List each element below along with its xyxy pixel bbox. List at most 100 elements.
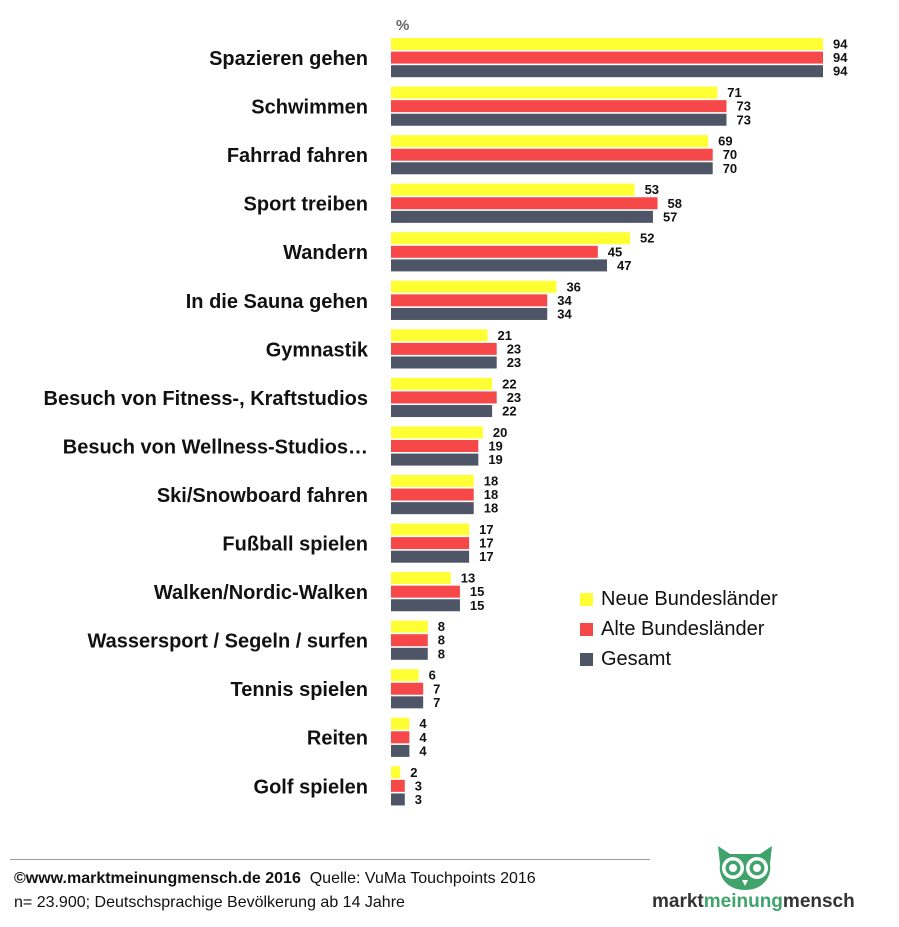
data-label-neue: 18 [484, 473, 498, 488]
category-label: Wassersport / Segeln / surfen [88, 631, 368, 653]
legend-label-neue: Neue Bundesländer [601, 587, 778, 610]
bar-gesamt [391, 793, 405, 806]
data-label-alte: 94 [833, 50, 848, 65]
category-label: Golf spielen [254, 776, 368, 798]
data-label-alte: 70 [723, 147, 737, 162]
data-label-alte: 18 [484, 487, 498, 502]
bar-alte [391, 51, 823, 64]
logo-wordmark: marktmeinungmensch [652, 891, 862, 913]
category-label: In die Sauna gehen [186, 291, 368, 313]
category-label: Wandern [283, 242, 368, 264]
bar-neue [391, 38, 823, 50]
bar-gesamt [391, 405, 493, 418]
bar-gesamt [391, 65, 823, 78]
legend-item-gesamt: Gesamt [580, 644, 778, 674]
logo-word-meinung: meinung [703, 891, 783, 912]
data-label-neue: 2 [410, 765, 417, 780]
legend-label-alte: Alte Bundesländer [601, 617, 765, 640]
bar-alte [391, 537, 470, 550]
bar-neue [391, 377, 493, 390]
bar-neue [391, 474, 474, 487]
data-label-neue: 53 [645, 182, 659, 197]
bar-neue [391, 523, 470, 536]
bar-neue [391, 766, 401, 779]
owl-icon [718, 846, 772, 890]
footer-copyright: ©www.marktmeinungmensch.de 2016 [14, 870, 301, 887]
bar-alte [391, 245, 598, 258]
bar-alte [391, 148, 713, 161]
data-label-gesamt: 23 [507, 355, 521, 370]
legend: Neue Bundesländer Alte Bundesländer Gesa… [580, 584, 778, 674]
data-label-neue: 4 [419, 716, 427, 731]
data-label-neue: 8 [438, 619, 445, 634]
data-label-gesamt: 17 [479, 549, 493, 564]
bar-alte [391, 488, 474, 501]
footer: ©www.marktmeinungmensch.de 2016 Quelle: … [14, 867, 536, 915]
bar-gesamt [391, 599, 460, 612]
category-label: Besuch von Fitness-, Kraftstudios [44, 388, 369, 410]
bar-neue [391, 329, 488, 342]
data-label-gesamt: 22 [502, 404, 516, 419]
bar-gesamt [391, 356, 497, 369]
bar-gesamt [391, 696, 424, 709]
category-label: Schwimmen [251, 97, 368, 119]
data-label-gesamt: 3 [415, 792, 422, 807]
bar-alte [391, 585, 460, 598]
bar-gesamt [391, 453, 479, 466]
bar-gesamt [391, 162, 713, 175]
bar-gesamt [391, 744, 410, 757]
category-label: Spazieren gehen [209, 48, 368, 70]
bar-neue [391, 280, 557, 293]
data-label-neue: 94 [833, 37, 848, 52]
data-label-alte: 45 [608, 244, 622, 259]
bar-neue [391, 426, 483, 439]
data-label-alte: 4 [419, 730, 427, 745]
bar-alte [391, 731, 410, 744]
data-label-neue: 36 [566, 279, 580, 294]
data-label-alte: 3 [415, 778, 422, 793]
data-label-neue: 13 [461, 571, 475, 586]
bar-neue [391, 572, 451, 585]
bar-neue [391, 620, 428, 633]
category-label: Walken/Nordic-Walken [154, 582, 368, 604]
data-label-alte: 19 [488, 439, 502, 454]
bar-gesamt [391, 550, 470, 563]
data-label-neue: 21 [498, 328, 512, 343]
data-label-gesamt: 34 [557, 306, 572, 321]
data-label-alte: 7 [433, 681, 440, 696]
bar-alte [391, 342, 497, 355]
bar-neue [391, 86, 718, 99]
data-label-gesamt: 19 [488, 452, 502, 467]
category-label: Tennis spielen [231, 679, 368, 701]
data-label-neue: 6 [429, 668, 436, 683]
category-label: Besuch von Wellness-Studios… [63, 436, 368, 458]
footer-source: Quelle: VuMa Touchpoints 2016 [309, 870, 536, 887]
bar-alte [391, 197, 658, 210]
logo-word-markt: markt [652, 891, 704, 912]
bar-gesamt [391, 113, 727, 126]
legend-swatch-gesamt [580, 652, 593, 666]
bar-neue [391, 717, 410, 730]
data-label-alte: 15 [470, 584, 484, 599]
data-label-gesamt: 47 [617, 258, 631, 273]
bar-alte [391, 634, 428, 647]
footer-line-1: ©www.marktmeinungmensch.de 2016 Quelle: … [14, 867, 536, 891]
legend-label-gesamt: Gesamt [601, 647, 672, 670]
brand-logo: marktmeinungmensch [652, 840, 857, 915]
category-label: Reiten [307, 728, 368, 750]
bar-alte [391, 440, 479, 452]
legend-item-alte: Alte Bundesländer [580, 614, 778, 644]
bar-gesamt [391, 307, 548, 320]
data-label-gesamt: 57 [663, 209, 677, 224]
data-label-gesamt: 15 [470, 598, 484, 613]
bar-alte [391, 100, 727, 113]
data-label-gesamt: 18 [484, 501, 498, 516]
data-label-neue: 69 [718, 134, 732, 149]
bar-neue [391, 135, 709, 148]
bar-alte [391, 391, 497, 404]
data-label-alte: 23 [507, 390, 521, 405]
data-label-gesamt: 70 [723, 161, 737, 176]
bar-alte [391, 682, 424, 695]
data-label-gesamt: 7 [433, 695, 440, 710]
bar-gesamt [391, 502, 474, 515]
